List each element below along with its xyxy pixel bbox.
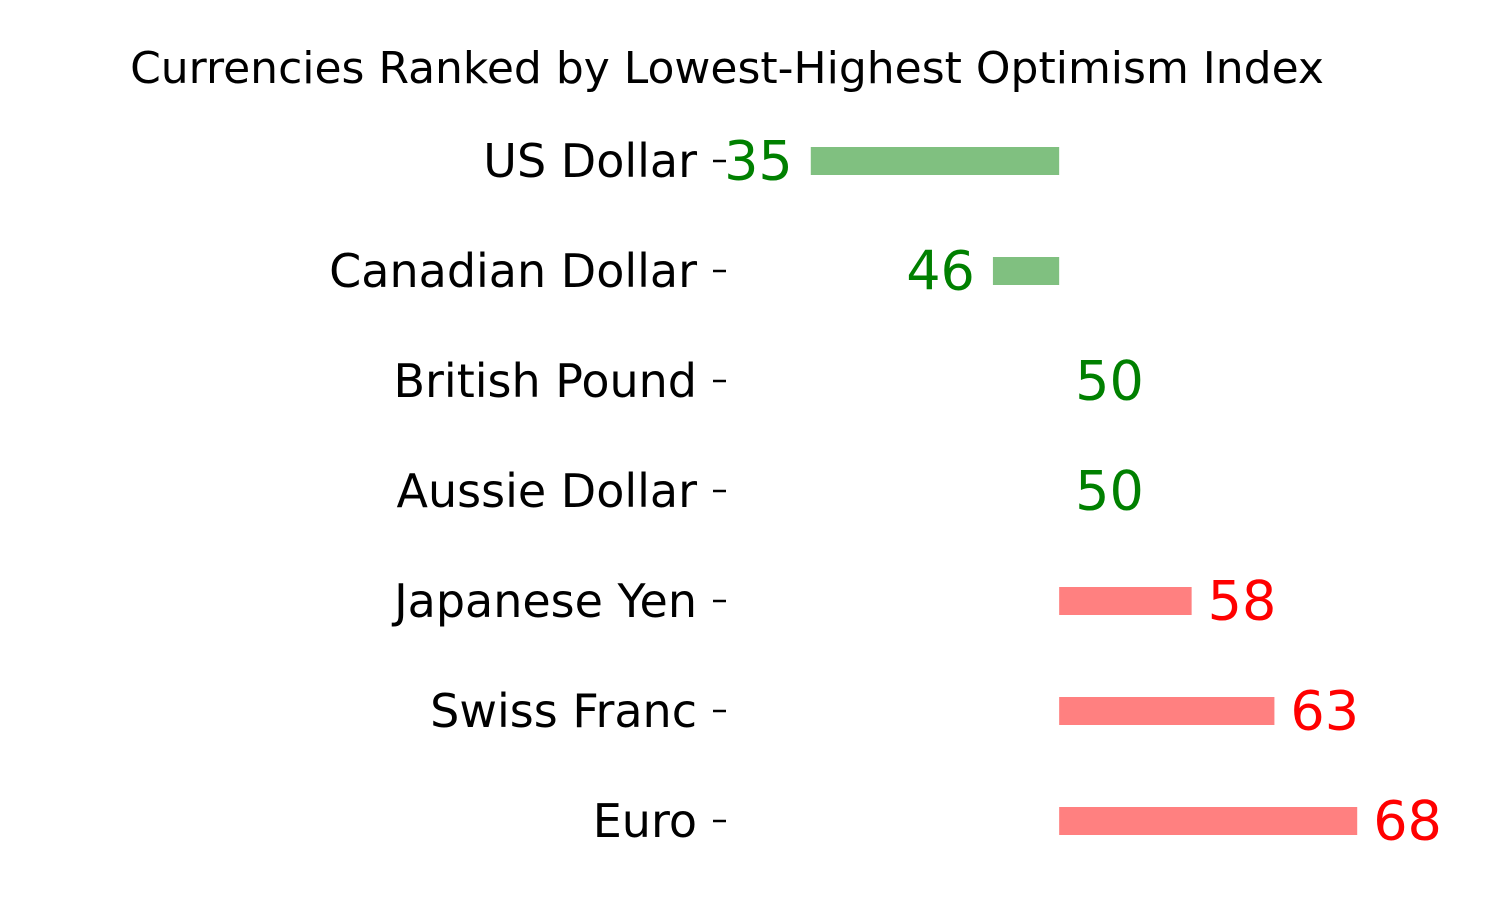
bars-group [810, 147, 1358, 835]
y-tick-label-canadian-dollar: Canadian Dollar [329, 244, 697, 298]
value-label-us-dollar: 35 [724, 130, 793, 193]
value-label-japanese-yen: 58 [1208, 570, 1277, 633]
bar-us-dollar [810, 147, 1060, 175]
y-tick-label-aussie-dollar: Aussie Dollar [397, 464, 698, 518]
y-axis: US Dollar Canadian Dollar British Pound Aus… [329, 134, 726, 848]
bar-euro [1059, 807, 1358, 835]
value-label-euro: 68 [1373, 790, 1442, 853]
value-label-british-pound: 50 [1075, 350, 1144, 413]
y-tick-label-euro: Euro [593, 794, 697, 848]
bar-swiss-franc [1059, 697, 1275, 725]
value-label-aussie-dollar: 50 [1075, 460, 1144, 523]
value-label-swiss-franc: 63 [1290, 680, 1359, 743]
y-tick-label-british-pound: British Pound [393, 354, 697, 408]
chart-title: Currencies Ranked by Lowest-Highest Opti… [130, 43, 1324, 94]
y-tick-label-japanese-yen: Japanese Yen [391, 574, 697, 628]
y-tick-label-us-dollar: US Dollar [483, 134, 697, 188]
bar-canadian-dollar [992, 257, 1060, 285]
value-label-canadian-dollar: 46 [906, 240, 975, 303]
y-tick-label-swiss-franc: Swiss Franc [430, 684, 697, 738]
bar-japanese-yen [1059, 587, 1192, 615]
